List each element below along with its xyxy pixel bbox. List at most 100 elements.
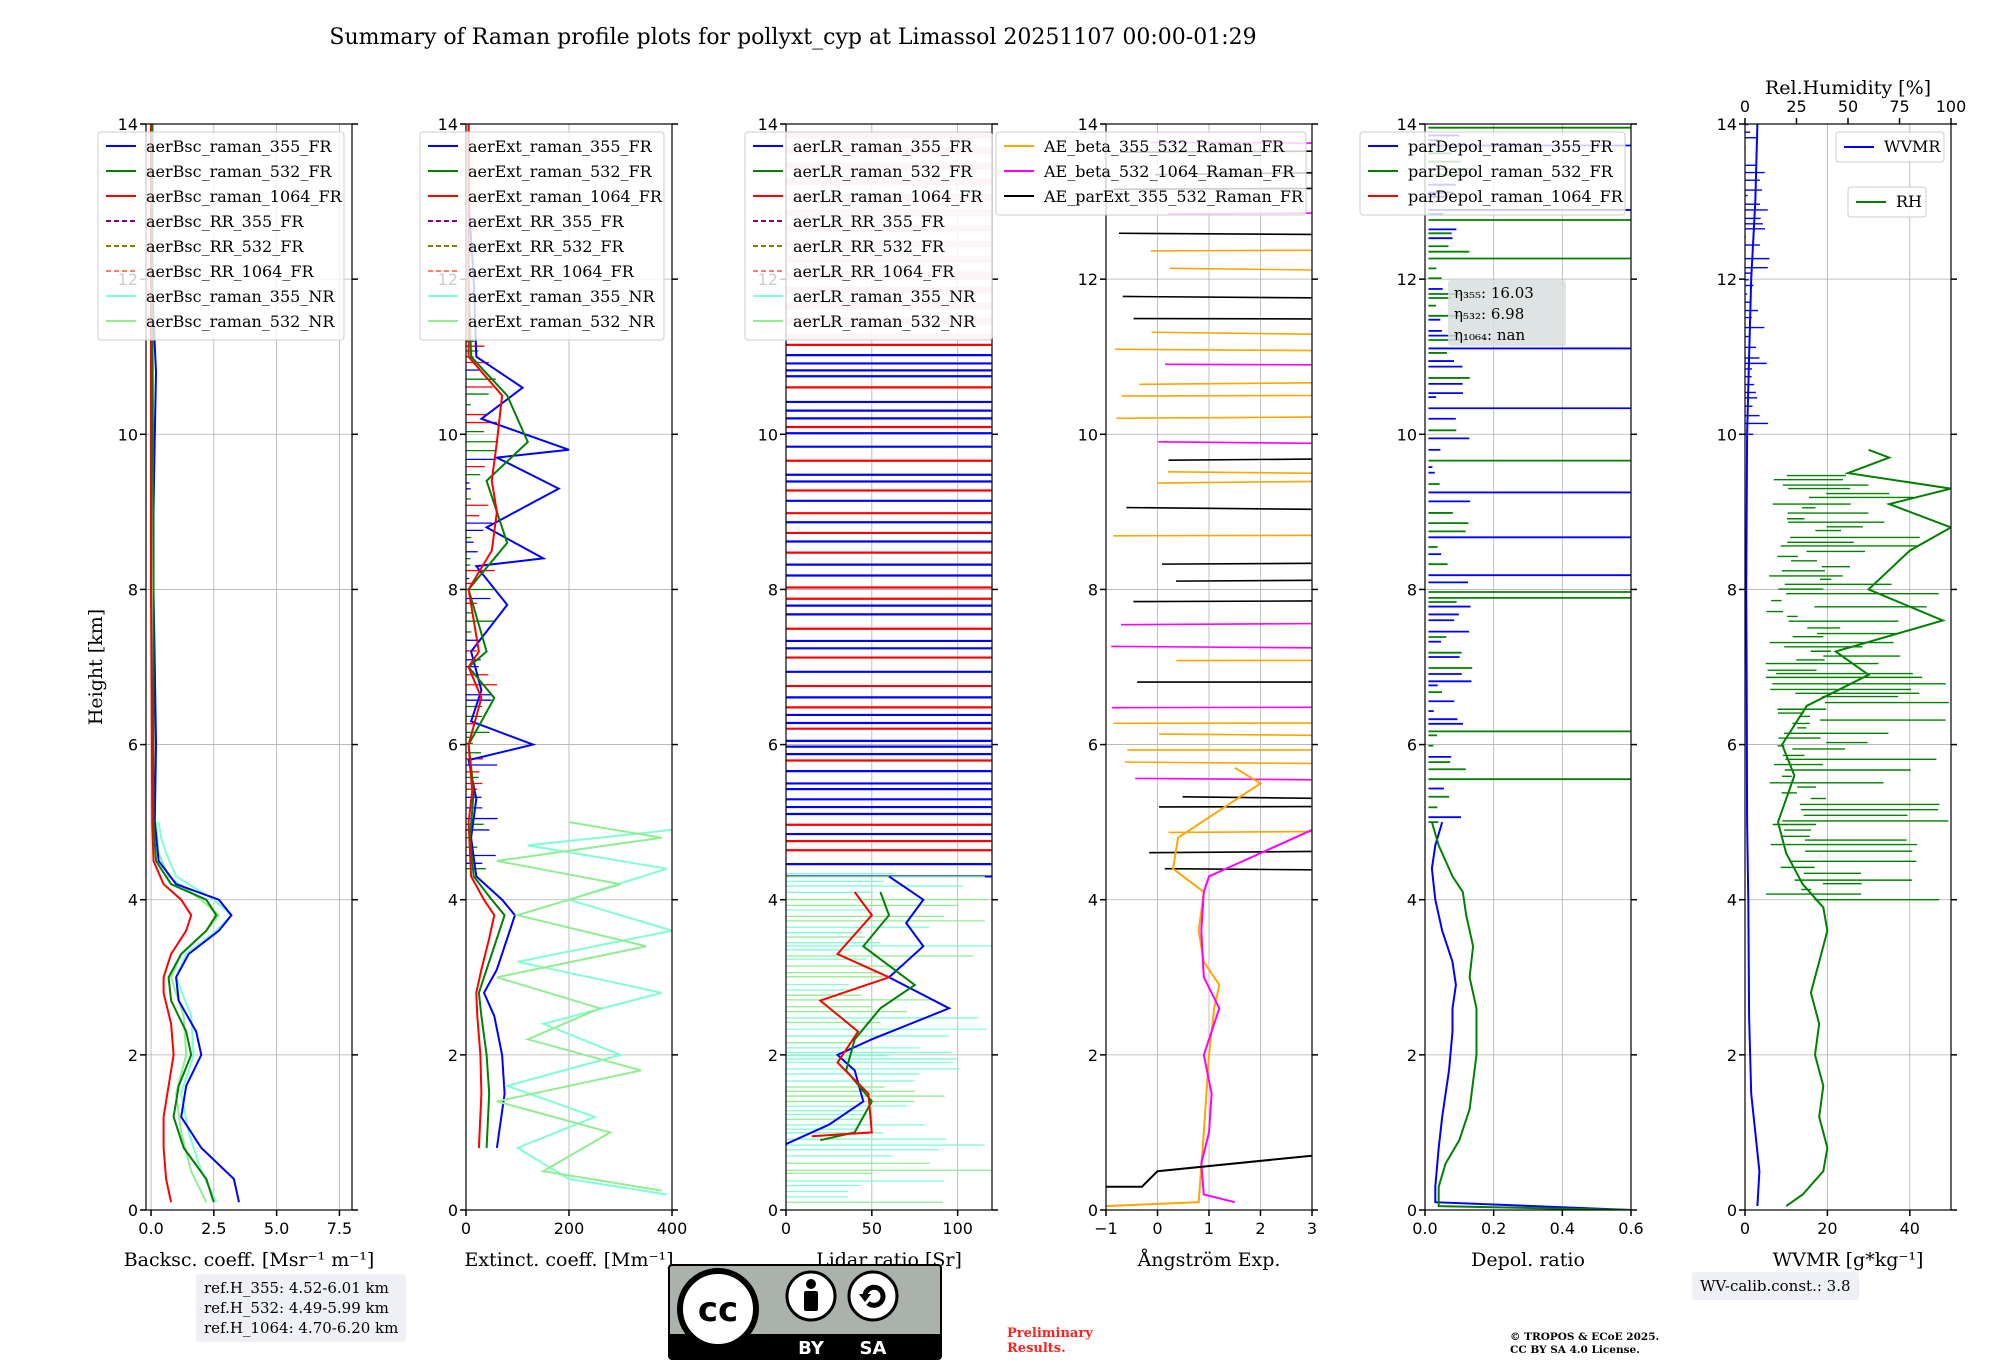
y-tick-label: 8 [768,580,778,599]
ae-noise-line [1158,440,1312,445]
ae-noise-line [1133,600,1312,603]
share-alike-icon [847,1270,899,1322]
y-tick-label: 10 [758,425,778,444]
y-tick-label: 14 [1397,115,1417,134]
ae-noise-line [1157,480,1312,484]
series-aerExt_raman_355_FR [467,124,570,1149]
legend-label: AE_parExt_355_532_Raman_FR [1043,187,1304,206]
legend-lr: aerLR_raman_355_FR aerLR_raman_532_FR aerL… [744,131,993,341]
preliminary-results-note: Preliminary Results. [1007,1326,1093,1356]
legend-label: aerExt_raman_355_FR [468,137,653,156]
ref-height-532: ref.H_532: 4.49-5.99 km [204,1299,389,1317]
ae-noise-line [1113,534,1312,537]
y-tick-label: 12 [1078,270,1098,289]
x-tick-label: 40 [1900,1219,1920,1238]
y-tick-label: 0 [448,1201,458,1220]
top-x-tick-label: 75 [1889,97,1909,116]
y-tick-label: 2 [1727,1046,1737,1065]
y-tick-label: 10 [118,425,138,444]
ref-height-355: ref.H_355: 4.52-6.01 km [204,1279,389,1297]
y-tick-label: 4 [1727,891,1737,910]
x-axis-label: Extinct. coeff. [Mm⁻¹] [464,1249,673,1271]
wv-calibration-constant: WV-calib.const.: 3.8 [1700,1277,1851,1295]
eta-annotation-box [1448,280,1566,346]
x-tick-label: 3 [1307,1219,1317,1238]
legend-ext: aerExt_raman_355_FR aerExt_raman_532_FRae… [419,131,665,341]
series-aerLR_raman_532_FR [820,891,917,1142]
wv-calibration-box: WV-calib.const.: 3.8 [1692,1272,1859,1300]
y-tick-label: 14 [1078,115,1098,134]
x-tick-label: −1 [1094,1219,1118,1238]
copyright-line-2: CC BY SA 4.0 License. [1510,1344,1640,1356]
y-tick-label: 8 [448,580,458,599]
x-axis-label: Backsc. coeff. [Msr⁻¹ m⁻¹] [124,1249,375,1271]
legend-label: aerExt_RR_1064_FR [468,262,635,281]
series-aerLR_raman_355_FR [786,875,952,1146]
series-aerLR_raman_1064_FR [811,891,892,1138]
x-tick-label: 5.0 [264,1219,289,1238]
ae-noise-line [1159,733,1312,737]
x-tick-label: 2 [1255,1219,1265,1238]
legend-label: aerLR_RR_532_FR [793,237,945,256]
ae-noise-line [1164,867,1312,871]
legend-label: AE_beta_355_532_Raman_FR [1043,137,1285,156]
series-aerBsc_raman_355_FR [151,124,240,1203]
legend-label: aerBsc_raman_532_FR [146,162,332,181]
legend-box [1847,186,1927,218]
cc-by-label: BY [798,1338,825,1359]
y-tick-label: 4 [1088,891,1098,910]
ref-height-1064: ref.H_1064: 4.70-6.20 km [204,1319,399,1337]
x-tick-label: 0.2 [1481,1219,1506,1238]
ae-noise-line [1182,796,1312,800]
plot-area-ext [466,124,672,1196]
legend-label: aerExt_raman_1064_FR [468,187,663,206]
y-tick-label: 8 [1088,580,1098,599]
legend-label: aerBsc_raman_1064_FR [146,187,343,206]
legend-label: AE_beta_532_1064_Raman_FR [1043,162,1295,181]
legend-label: aerLR_RR_355_FR [793,212,945,231]
ae-noise-line [1120,622,1312,626]
legend-label: aerLR_raman_532_FR [793,162,973,181]
series-aerExt_raman_1064_FR [467,124,504,1148]
legend-label: aerBsc_raman_355_FR [146,137,332,156]
x-tick-label: 50 [862,1219,882,1238]
axes-frame [1424,123,1632,1211]
legend-label: aerBsc_RR_532_FR [146,237,304,256]
legend-label: parDepol_raman_532_FR [1408,162,1614,181]
y-tick-label: 10 [1397,425,1417,444]
series-WVMR [1745,124,1761,1207]
legend-wv: WVMR RH [1835,131,1945,218]
top-x-tick-label: 100 [1936,97,1967,116]
legend-label: aerExt_raman_355_NR [468,287,656,306]
legend-label: aerLR_RR_1064_FR [793,262,955,281]
legend-ae: AE_beta_355_532_Raman_FR AE_beta_532_1064… [995,131,1307,216]
y-tick-label: 4 [1407,891,1417,910]
legend-label: aerExt_raman_532_NR [468,312,656,331]
y-tick-label: 14 [118,115,138,134]
y-tick-label: 0 [128,1201,138,1220]
y-tick-label: 2 [448,1046,458,1065]
legend-box [419,131,665,341]
legend-label: aerLR_raman_355_NR [793,287,976,306]
y-tick-label: 10 [438,425,458,444]
x-tick-label: 0.0 [138,1219,163,1238]
panel-lr: 02468101214050100Lidar ratio [Sr]aerLR_r… [744,115,998,1271]
legend-label: aerExt_RR_355_FR [468,212,625,231]
reference-height-box: ref.H_355: 4.52-6.01 km ref.H_532: 4.49-… [196,1274,407,1342]
ae-noise-line [1151,331,1312,335]
series-aerBsc_raman_532_FR [151,124,218,1203]
legend-box [97,131,345,341]
ae-noise-line [1118,232,1312,236]
ae-noise-line [1115,348,1312,352]
ae-noise-line [1122,295,1312,299]
panel-ext: 024681012140200400Extinct. coeff. [Mm⁻¹]… [419,115,688,1271]
x-tick-label: 1 [1204,1219,1214,1238]
series-AE_beta_532_1064_Raman_FR [1200,828,1312,1204]
ae-noise-line [1168,458,1312,462]
y-tick-label: 14 [758,115,778,134]
x-tick-label: 400 [657,1219,688,1238]
ae-noise-line [1162,562,1312,565]
lr-noise-band [786,116,992,123]
